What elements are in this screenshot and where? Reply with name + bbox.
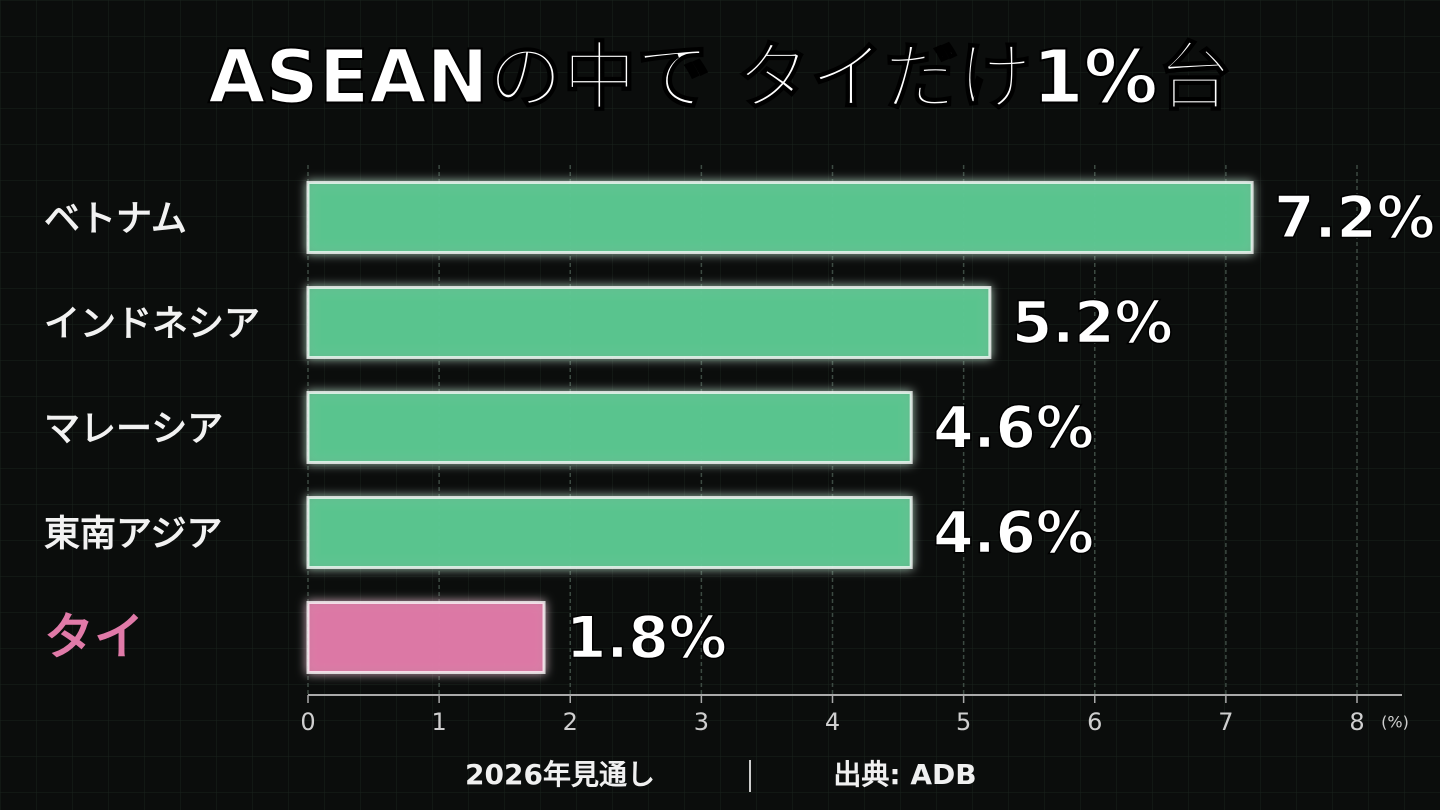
value-label: 5.2% (1012, 289, 1173, 357)
value-label: 7.2% (1274, 184, 1435, 252)
bar (306, 286, 992, 359)
x-unit: (%) (1381, 713, 1409, 732)
category-label: インドネシア (44, 304, 260, 345)
value-label: 4.6% (933, 394, 1094, 462)
x-tick-label: 1 (431, 708, 446, 736)
x-tick-label: 7 (1218, 708, 1233, 736)
value-label: 4.6% (933, 499, 1094, 567)
bar (306, 181, 1254, 254)
source: 出典: ADB (833, 758, 976, 791)
bar (306, 496, 913, 569)
value-label: 1.8% (566, 604, 727, 672)
category-label: 東南アジア (44, 514, 223, 555)
x-tick-label: 4 (825, 708, 840, 736)
bar (306, 391, 913, 464)
x-tick-label: 8 (1349, 708, 1364, 736)
category-label: ベトナム (44, 199, 187, 240)
category-label: マレーシア (44, 409, 223, 450)
chart-title: ASEANの中で タイだけ1%台 (208, 35, 1232, 121)
bar (306, 601, 546, 674)
category-label: タイ (44, 608, 144, 666)
x-tick-label: 3 (694, 708, 709, 736)
footnote: 2026年見通し (465, 758, 655, 791)
x-tick-label: 0 (300, 708, 315, 736)
x-tick-label: 6 (1087, 708, 1102, 736)
x-tick-label: 2 (563, 708, 578, 736)
x-tick-label: 5 (956, 708, 971, 736)
